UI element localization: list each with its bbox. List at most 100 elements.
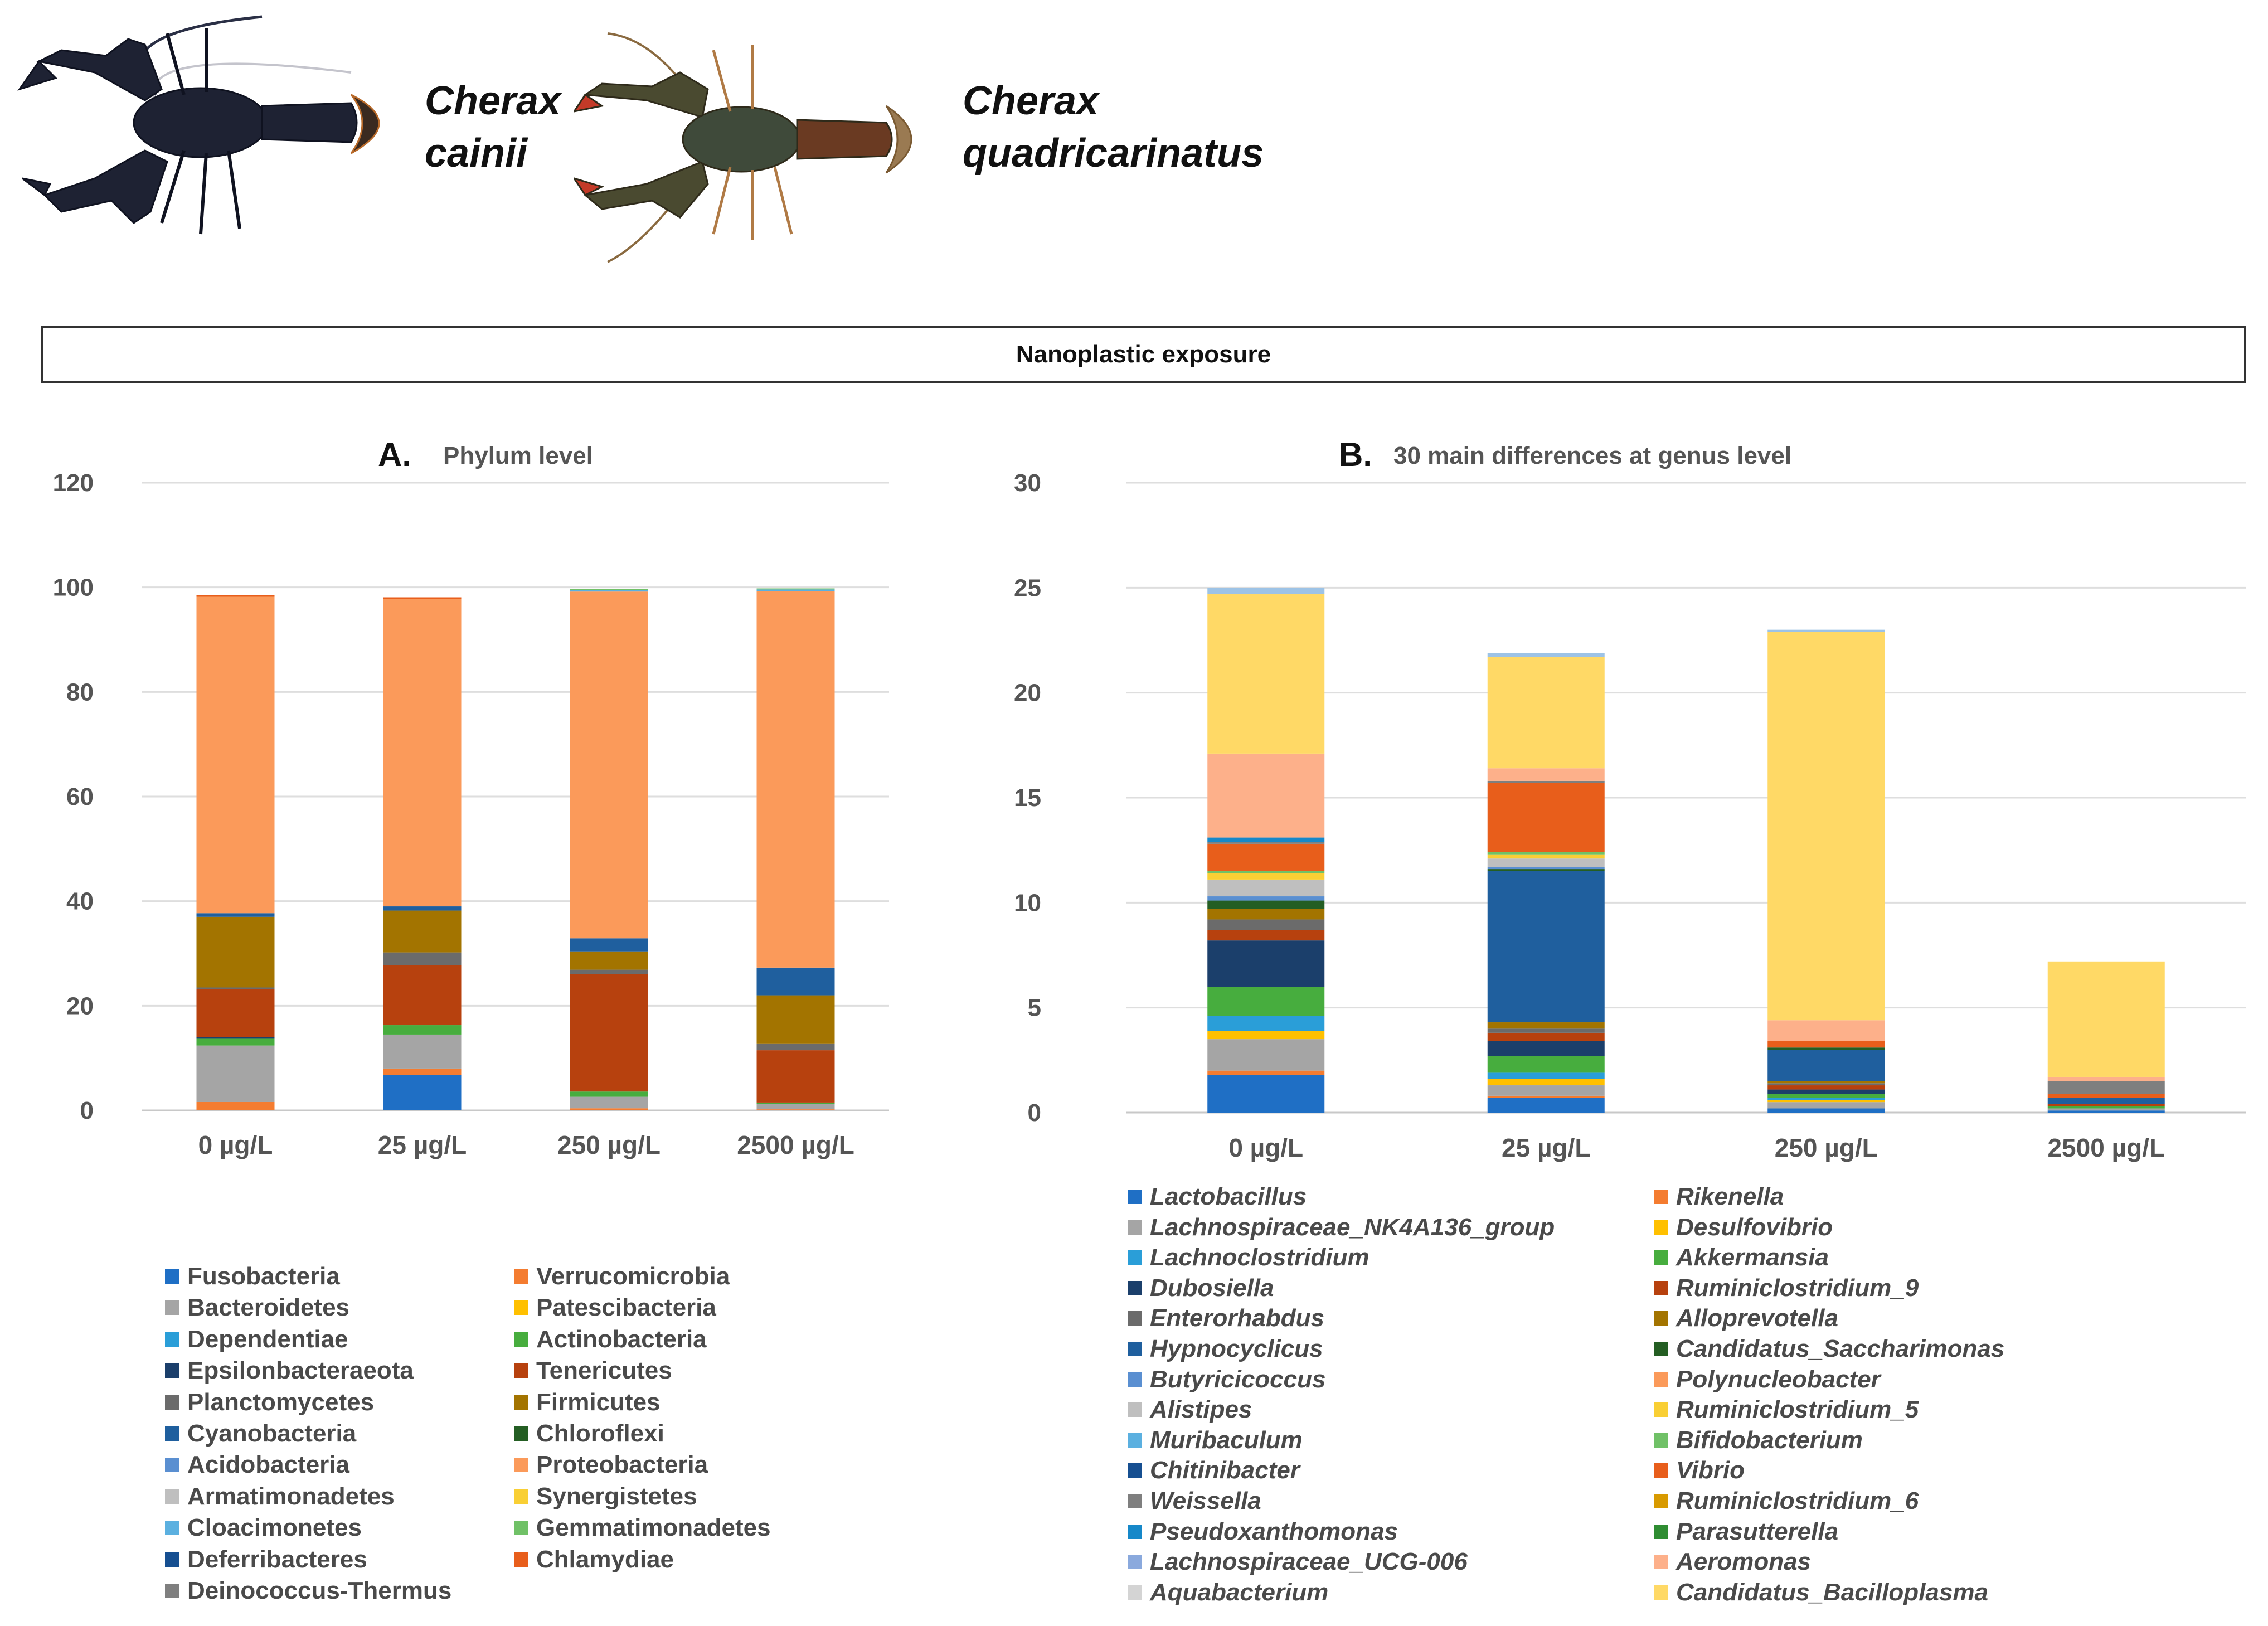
bar-segment-verrucomicrobia: [196, 1101, 275, 1110]
legend-swatch: [1128, 1372, 1142, 1387]
legend-item: Tenericutes: [514, 1355, 672, 1386]
legend-item: Fusobacteria: [165, 1261, 340, 1292]
bar-segment-lachnospiraceae-nk4a136-group: [1767, 1102, 1885, 1109]
legend-swatch: [1128, 1524, 1142, 1539]
legend-item: Planctomycetes: [165, 1387, 374, 1418]
bar-segment-desulfovibrio: [1207, 1031, 1325, 1040]
legend-item: Deinococcus-Thermus: [165, 1575, 451, 1606]
bar-segment-actinobacteria: [383, 1025, 462, 1035]
legend-swatch: [514, 1300, 528, 1316]
legend-label: Ruminiclostridium_9: [1676, 1274, 1919, 1302]
bar-segment-cyanobacteria: [196, 913, 275, 917]
legend-swatch: [1654, 1311, 1668, 1326]
legend-item: Acidobacteria: [165, 1449, 349, 1481]
y-tick-label: 120: [53, 469, 94, 497]
phylum-level-chart: A. Phylum level 0 20 40 60 80 100 120 0 µg/L 25 µg…: [53, 436, 889, 1159]
legend-swatch: [514, 1269, 528, 1284]
legend-label: Alistipes: [1150, 1396, 1252, 1424]
bar-segment-candidatus-bacilloplasma: [1487, 657, 1605, 769]
bar-segment-cyanobacteria: [570, 938, 648, 952]
bar-segment-bacteroidetes: [570, 1096, 648, 1109]
legend-item: Ruminiclostridium_6: [1654, 1486, 1919, 1517]
legend-swatch: [1128, 1190, 1142, 1204]
bar-segment-tenericutes: [570, 974, 648, 1092]
bar-segment-hypnocyclicus: [1487, 871, 1605, 1023]
legend-item: Gemmatimonadetes: [514, 1512, 771, 1544]
legend-item: Lachnoclostridium: [1128, 1242, 1369, 1273]
bar-segment-candidatus-bacilloplasma: [1767, 632, 1885, 1021]
bar-segment-actinobacteria: [196, 1038, 275, 1046]
legend-item: Cloacimonetes: [165, 1512, 362, 1544]
legend-label: Armatimonadetes: [187, 1482, 395, 1510]
bar-segment-pseudoxanthomonas: [1207, 837, 1325, 842]
bar-segment-aeromonas: [1487, 768, 1605, 781]
bar-segment-candidatus-saccharimonas: [1207, 900, 1325, 909]
legend-swatch: [1128, 1311, 1142, 1326]
bar-segment-fusobacteria: [383, 1075, 462, 1110]
y-tick-label: 80: [66, 678, 94, 706]
bar-segment-chlamydiae: [196, 595, 275, 597]
legend-swatch: [1128, 1402, 1142, 1418]
x-tick-label: 250 µg/L: [557, 1130, 661, 1159]
bar-segment-firmicutes: [196, 916, 275, 988]
bar-segment-gemmatimonadetes: [570, 589, 648, 590]
legend-item: Aquabacterium: [1128, 1577, 1328, 1608]
bar-segment-alloprevotella: [1487, 1022, 1605, 1029]
legend-item: Lactobacillus: [1128, 1181, 1307, 1212]
legend-label: Fusobacteria: [187, 1263, 340, 1290]
legend-swatch: [165, 1363, 179, 1379]
bar-segment-lachnoclostridium: [1207, 1016, 1325, 1031]
legend-item: Patescibacteria: [514, 1292, 716, 1323]
legend-label: Pseudoxanthomonas: [1150, 1517, 1398, 1545]
legend-label: Desulfovibrio: [1676, 1213, 1833, 1241]
legend-swatch: [165, 1458, 179, 1473]
species-name-cherax-cainii: Cherax cainii: [425, 75, 561, 179]
legend-item: Rikenella: [1654, 1181, 1784, 1212]
legend-item: Firmicutes: [514, 1387, 661, 1418]
bar-segment-bifidobacterium: [1487, 852, 1605, 855]
x-tick-label: 2500 µg/L: [2047, 1133, 2165, 1162]
legend-label: Polynucleobacter: [1676, 1365, 1881, 1393]
legend-swatch: [1654, 1280, 1668, 1295]
legend-label: Butyricicoccus: [1150, 1365, 1326, 1393]
legend-swatch: [1654, 1190, 1668, 1204]
legend-swatch: [1128, 1280, 1142, 1295]
legend-label: Firmicutes: [536, 1388, 661, 1416]
bar-segment-bacteroidetes: [756, 1104, 835, 1110]
legend-swatch: [1128, 1555, 1142, 1570]
legend-swatch: [165, 1521, 179, 1536]
legend-label: Lachnospiraceae_NK4A136_group: [1150, 1213, 1555, 1241]
y-tick-label: 25: [1014, 574, 1041, 601]
y-tick-label: 0: [1028, 1099, 1041, 1127]
legend-item: Verrucomicrobia: [514, 1261, 730, 1292]
bar-segment-vibrio: [2047, 1094, 2165, 1098]
legend-item: Chitinibacter: [1128, 1455, 1300, 1486]
legend-item: Bacteroidetes: [165, 1292, 349, 1323]
bar-segment-enterorhabdus: [1487, 1028, 1605, 1033]
legend-swatch: [1128, 1433, 1142, 1448]
legend-swatch: [165, 1332, 179, 1347]
legend-item: Butyricicoccus: [1128, 1364, 1325, 1395]
bar-segment-planctomycetes: [570, 969, 648, 974]
bar-segment-gemmatimonadetes: [756, 588, 835, 590]
legend-item: Epsilonbacteraeota: [165, 1355, 414, 1386]
legend-label: Deinococcus-Thermus: [187, 1577, 452, 1604]
bar-segment-planctomycetes: [383, 952, 462, 965]
legend-item: Synergistetes: [514, 1481, 697, 1512]
legend-label: Rikenella: [1676, 1183, 1784, 1210]
legend-item: Deferribacteres: [165, 1544, 367, 1575]
legend-label: Epsilonbacteraeota: [187, 1357, 414, 1385]
legend-label: Deferribacteres: [187, 1545, 367, 1573]
bar-segment-rikenella: [1487, 1095, 1605, 1098]
bar-segment-alistipes: [1207, 879, 1325, 897]
bar-segment-alloprevotella: [1767, 1081, 1885, 1084]
bar-segment-lactobacillus: [1487, 1098, 1605, 1113]
legend-label: Bifidobacterium: [1676, 1426, 1863, 1454]
legend-item: Armatimonadetes: [165, 1481, 395, 1512]
legend-swatch: [514, 1363, 528, 1379]
bar-segment-dubosiella: [1207, 940, 1325, 987]
legend-label: Gemmatimonadetes: [536, 1514, 771, 1542]
legend-item: Dubosiella: [1128, 1273, 1274, 1304]
legend-item: Muribaculum: [1128, 1425, 1303, 1456]
legend-swatch: [1128, 1585, 1142, 1600]
